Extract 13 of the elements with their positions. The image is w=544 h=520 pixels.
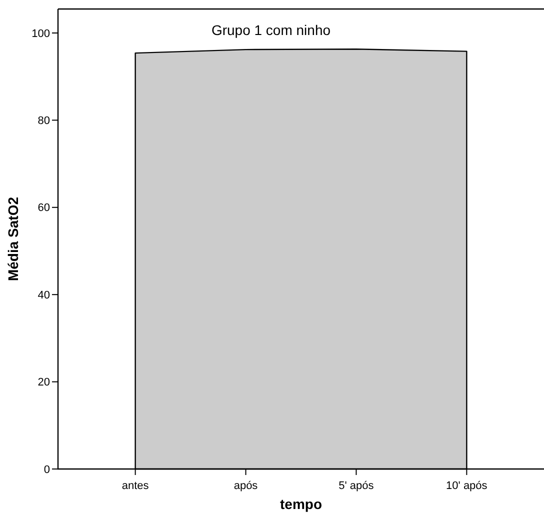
y-axis-title: Média SatO2 bbox=[5, 196, 21, 282]
y-tick-label: 80 bbox=[38, 115, 50, 128]
x-tick-label: 10' após bbox=[446, 480, 488, 492]
y-tick-label: 60 bbox=[38, 202, 50, 214]
y-tick-label: 20 bbox=[38, 376, 50, 389]
text: Grupo 1 com ninho bbox=[211, 22, 331, 38]
y-tick-label: 40 bbox=[38, 289, 50, 302]
x-tick-label: antes bbox=[122, 480, 150, 492]
x-tick-label: 5' após bbox=[338, 480, 374, 492]
y-tick-label: 0 bbox=[44, 464, 50, 476]
y-tick-label: 100 bbox=[32, 28, 50, 40]
x-axis-title: tempo bbox=[280, 496, 322, 512]
x-tick-label: após bbox=[234, 480, 258, 492]
